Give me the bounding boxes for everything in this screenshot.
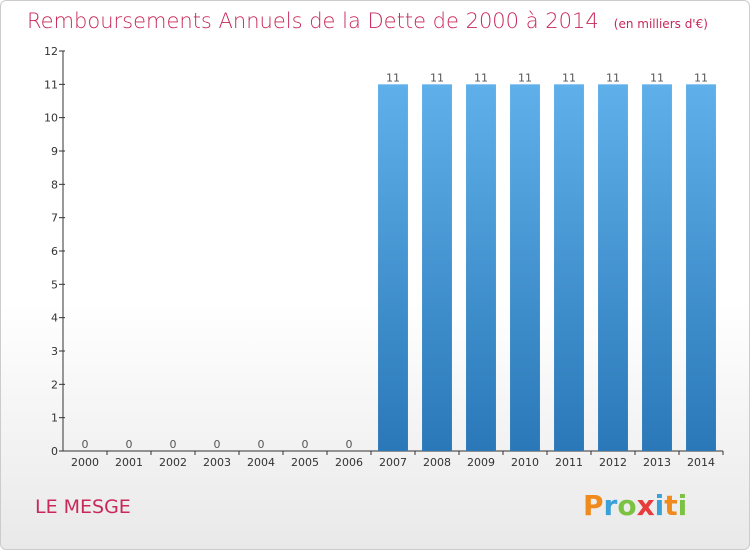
logo-letter: r [603,489,618,522]
chart-title-row: Remboursements Annuels de la Dette de 20… [27,9,708,33]
data-label: 0 [126,438,133,451]
y-tick-label: 2 [51,378,58,391]
y-tick-label: 12 [44,45,58,58]
x-tick-label: 2010 [511,456,539,469]
y-tick-label: 0 [51,445,58,458]
x-tick-label: 2013 [643,456,671,469]
chart-unit: (en milliers d'€) [613,17,708,31]
data-label: 11 [650,71,664,84]
x-tick-label: 2001 [115,456,143,469]
data-label: 0 [302,438,309,451]
data-label: 11 [386,71,400,84]
logo-letter: P [583,489,604,522]
x-tick-label: 2000 [71,456,99,469]
data-label: 11 [430,71,444,84]
y-tick-label: 1 [51,412,58,425]
x-tick-label: 2009 [467,456,495,469]
data-label: 0 [82,438,89,451]
bar [378,84,408,451]
logo-letter: i [677,489,688,522]
chart-title: Remboursements Annuels de la Dette de 20… [27,9,599,33]
x-tick-label: 2006 [335,456,363,469]
data-label: 11 [518,71,532,84]
bar [422,84,452,451]
x-tick-label: 2011 [555,456,583,469]
data-label: 0 [258,438,265,451]
proxiti-logo: Proxiti [583,489,687,522]
y-tick-label: 10 [44,112,58,125]
logo-letter: o [617,489,637,522]
x-tick-label: 2008 [423,456,451,469]
data-label: 0 [170,438,177,451]
commune-name: LE MESGE [35,496,131,518]
y-tick-label: 3 [51,345,58,358]
y-tick-label: 9 [51,145,58,158]
y-tick-label: 8 [51,178,58,191]
bar [642,84,672,451]
x-tick-label: 2007 [379,456,407,469]
x-tick-label: 2004 [247,456,275,469]
y-tick-label: 7 [51,212,58,225]
data-label: 11 [694,71,708,84]
y-tick-label: 5 [51,278,58,291]
bar [554,84,584,451]
x-tick-label: 2014 [687,456,715,469]
data-label: 0 [346,438,353,451]
logo-letter: x [636,489,655,522]
x-tick-label: 2005 [291,456,319,469]
bar [686,84,716,451]
data-label: 11 [606,71,620,84]
bar [598,84,628,451]
logo-letter: t [664,489,678,522]
x-tick-label: 2003 [203,456,231,469]
data-label: 0 [214,438,221,451]
data-label: 11 [474,71,488,84]
bar [510,84,540,451]
x-tick-label: 2002 [159,456,187,469]
x-tick-label: 2012 [599,456,627,469]
bar [466,84,496,451]
y-tick-label: 4 [51,312,58,325]
data-label: 11 [562,71,576,84]
y-tick-label: 6 [51,245,58,258]
y-tick-label: 11 [44,78,58,91]
logo-letter: i [654,489,665,522]
